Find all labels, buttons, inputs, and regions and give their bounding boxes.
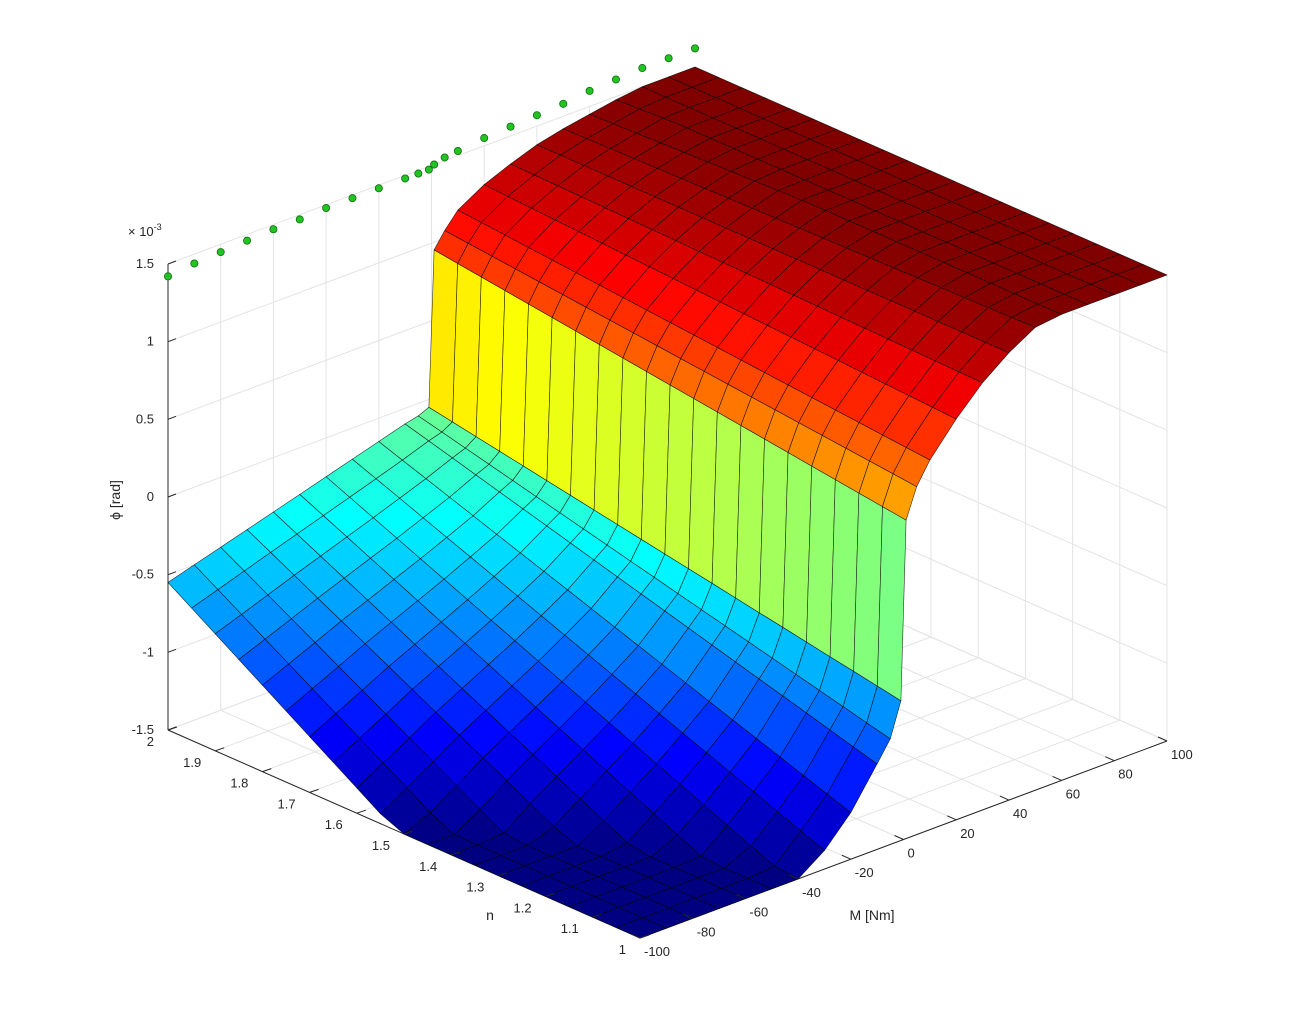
data-marker (691, 44, 700, 53)
y-tick-label: 80 (1118, 767, 1132, 782)
data-marker (414, 169, 423, 178)
y-tick-label: 0 (908, 846, 915, 861)
x-tick-label: 1.6 (325, 817, 343, 832)
data-marker (216, 248, 225, 257)
data-marker (348, 194, 357, 203)
y-tick-label: 40 (1013, 806, 1027, 821)
z-tick-mark (167, 493, 177, 498)
x-tick-mark (403, 830, 414, 835)
y-tick-mark (1052, 775, 1062, 781)
data-marker (453, 146, 462, 155)
data-marker (664, 54, 673, 63)
data-marker (424, 165, 433, 174)
z-tick-label: 1.5 (136, 256, 154, 271)
data-marker (322, 204, 331, 213)
y-tick-mark (1105, 756, 1115, 762)
x-tick-label: 1.7 (278, 796, 296, 811)
z-tick-label: -1.5 (132, 722, 154, 737)
x-tick-label: 1.8 (230, 776, 248, 791)
x-tick-mark (545, 892, 555, 897)
x-tick-mark (639, 934, 650, 939)
y-tick-mark (999, 795, 1010, 801)
x-axis-label: n (486, 907, 494, 923)
z-tick-mark (167, 415, 177, 420)
x-tick-mark (592, 913, 602, 918)
x-tick-label: 1 (619, 942, 626, 957)
data-marker (163, 272, 172, 281)
data-marker (611, 75, 620, 84)
x-tick-label: 1.3 (466, 880, 484, 895)
y-axis-label: M [Nm] (849, 907, 894, 923)
surface-patch (1116, 264, 1168, 286)
data-marker (190, 259, 199, 268)
z-tick-mark (167, 571, 177, 576)
data-marker (440, 153, 449, 162)
z-tick-mark (167, 260, 177, 265)
surface-patch (876, 506, 907, 702)
y-tick-mark (946, 815, 957, 821)
z-tick-mark (167, 338, 177, 343)
y-tick-label: 60 (1066, 786, 1080, 801)
z-exponent-label: × 10-3 (128, 222, 162, 239)
x-tick-label: 1.9 (183, 755, 201, 770)
x-tick-label: 1.4 (419, 859, 437, 874)
data-marker (401, 174, 410, 183)
data-markers (163, 44, 700, 281)
surface-mesh (167, 66, 1168, 939)
x-tick-label: 1.1 (561, 921, 579, 936)
data-marker (559, 99, 568, 108)
data-marker (295, 215, 304, 224)
data-marker (585, 86, 594, 95)
x-tick-mark (167, 726, 178, 731)
z-exponent-power: -3 (154, 222, 162, 232)
y-tick-mark (788, 874, 799, 880)
x-tick-label: 1.5 (372, 838, 390, 853)
x-tick-mark (262, 768, 272, 773)
y-tick-mark (736, 894, 746, 900)
data-marker (638, 64, 647, 73)
data-marker (430, 160, 439, 169)
y-tick-label: 20 (960, 826, 974, 841)
y-tick-label: -80 (697, 924, 716, 939)
y-tick-mark (1157, 736, 1168, 742)
z-axis-label: ϕ [rad] (107, 480, 123, 520)
x-tick-mark (356, 809, 366, 814)
x-tick-mark (451, 851, 461, 856)
z-tick-label: 0 (147, 489, 154, 504)
y-tick-mark (683, 913, 693, 919)
y-tick-mark (894, 835, 904, 840)
x-tick-mark (215, 747, 225, 752)
data-marker (269, 225, 278, 234)
y-tick-label: -40 (802, 885, 821, 900)
z-tick-label: -0.5 (132, 567, 154, 582)
x-tick-mark (309, 788, 319, 793)
z-tick-label: 1 (147, 334, 154, 349)
data-marker (506, 122, 515, 131)
x-tick-label: 1.2 (514, 900, 532, 915)
data-marker (374, 184, 383, 193)
y-tick-label: -60 (749, 905, 768, 920)
data-marker (243, 236, 252, 245)
y-tick-label: -20 (855, 865, 874, 880)
x-tick-mark (498, 872, 508, 877)
z-exponent-base: × 10 (128, 224, 154, 239)
y-tick-label: -100 (644, 944, 670, 959)
y-tick-label: 100 (1171, 747, 1193, 762)
z-tick-label: 0.5 (136, 411, 154, 426)
z-tick-mark (167, 648, 177, 653)
y-tick-mark (841, 854, 852, 860)
z-tick-label: -1 (142, 644, 154, 659)
tick-labels: -1.5 -1 -0.5 0 0.5 1 1.5 1 1.1 1.2 1.3 1.4 1.5 1.6 1.7… (132, 256, 1193, 959)
x-tick-label: 2 (147, 734, 154, 749)
y-tick-mark (630, 933, 641, 939)
data-marker (532, 111, 541, 120)
data-marker (480, 134, 489, 143)
